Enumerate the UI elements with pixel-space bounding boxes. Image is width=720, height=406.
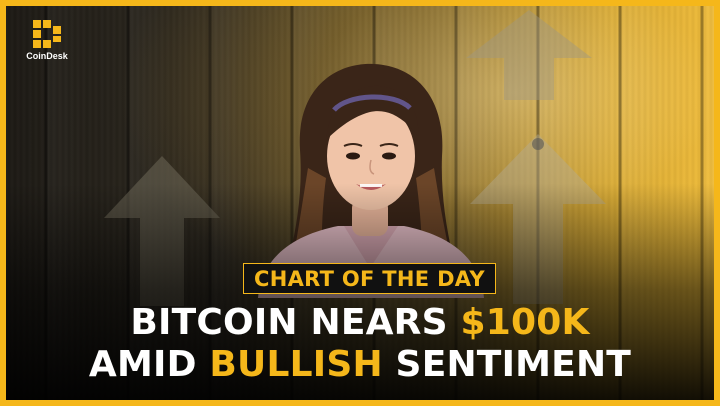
presenter-image (258, 63, 484, 298)
coindesk-logo: CoinDesk (20, 20, 74, 61)
up-arrow-icon (104, 156, 220, 306)
logo-text: CoinDesk (26, 51, 68, 61)
headline-line-1: BITCOIN NEARS $100K (6, 303, 714, 343)
chart-of-the-day-tag: CHART OF THE DAY (243, 263, 496, 294)
headline-line-2: AMID BULLISH SENTIMENT (6, 345, 714, 385)
headline-highlight: $100K (460, 302, 590, 343)
coindesk-logo-icon (33, 20, 61, 48)
headline-text: BITCOIN NEARS (130, 302, 461, 343)
headline-text: SENTIMENT (382, 344, 632, 385)
headline-highlight: BULLISH (209, 344, 383, 385)
headline-text: AMID (88, 344, 210, 385)
